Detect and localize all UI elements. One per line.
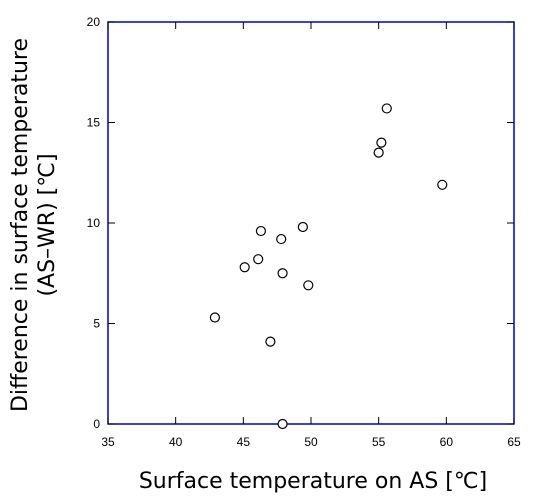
- data-point: [239, 262, 250, 273]
- x-tick-label: 60: [440, 435, 454, 449]
- data-point: [437, 179, 448, 190]
- y-tick-label: 5: [93, 317, 100, 331]
- y-axis-title-line1: Difference in surface temperature: [8, 38, 33, 412]
- plot-frame: [107, 21, 515, 425]
- y-tick-label: 0: [93, 417, 100, 431]
- data-point: [253, 254, 264, 265]
- x-tick-label: 45: [237, 435, 251, 449]
- data-point: [277, 418, 288, 430]
- data-point: [209, 312, 221, 323]
- data-point: [303, 280, 314, 291]
- x-tick-label: 35: [101, 435, 115, 449]
- data-point: [276, 233, 287, 245]
- axis-ticks: [107, 21, 515, 425]
- x-tick-label: 50: [304, 435, 318, 449]
- y-tick-label: 20: [87, 15, 101, 29]
- x-tick-label: 55: [372, 435, 386, 449]
- data-points: [209, 103, 448, 430]
- x-tick-label: 40: [169, 435, 183, 449]
- y-tick-label: 10: [87, 216, 101, 230]
- x-tick-label: 65: [507, 435, 521, 449]
- y-axis-title-line2: (AS–WR) [℃]: [35, 153, 60, 296]
- x-axis-title: Surface temperature on AS [℃]: [139, 469, 487, 494]
- data-point: [381, 103, 392, 114]
- y-tick-labels: 0 5 10 15 20: [87, 15, 101, 431]
- data-point: [376, 137, 387, 148]
- y-tick-label: 15: [87, 116, 101, 130]
- data-point: [265, 336, 276, 347]
- data-point: [297, 221, 308, 233]
- y-axis-title: Difference in surface temperature (AS–WR…: [8, 38, 60, 412]
- data-point: [255, 225, 267, 237]
- data-point: [277, 268, 288, 279]
- data-point: [373, 147, 384, 158]
- x-tick-labels: 35 40 45 50 55 60 65: [101, 435, 521, 449]
